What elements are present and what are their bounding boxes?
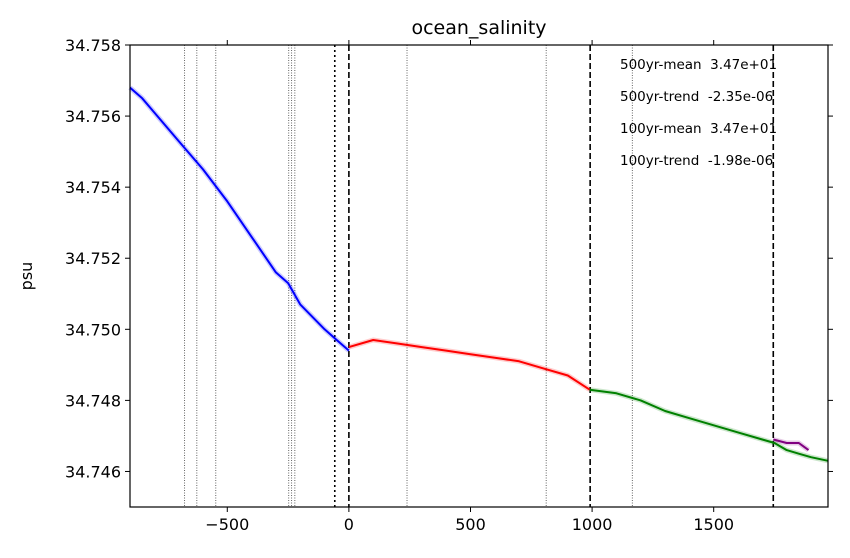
chart-title: ocean_salinity xyxy=(411,17,546,39)
y-tick-label: 34.752 xyxy=(65,249,121,268)
y-axis: 34.746 34.748 34.750 34.752 34.754 34.756 34.7… xyxy=(65,36,833,481)
series-band-red xyxy=(348,337,592,392)
annotation-text: 100yr-mean 3.47e+01 xyxy=(620,121,777,137)
y-tick-label: 34.748 xyxy=(65,391,121,410)
x-tick-label: 1000 xyxy=(572,515,613,534)
series-line-purple xyxy=(773,438,810,451)
x-tick-label: 1500 xyxy=(693,515,734,534)
annotation-text: 100yr-trend -1.98e-06 xyxy=(620,153,773,169)
plot-frame xyxy=(129,44,829,508)
y-tick-label: 34.746 xyxy=(65,462,121,481)
annotations: 500yr-mean 3.47e+01 500yr-trend -2.35e-06… xyxy=(620,57,777,169)
series-line-green xyxy=(589,388,829,462)
x-axis: −500 0 500 1000 1500 xyxy=(205,40,734,534)
x-tick-label: 0 xyxy=(344,515,354,534)
annotation-text: 500yr-mean 3.47e+01 xyxy=(620,57,777,73)
series-band-green xyxy=(589,387,829,464)
y-tick-label: 34.756 xyxy=(65,107,121,126)
series-lines xyxy=(128,85,829,464)
vertical-markers xyxy=(184,45,775,507)
y-tick-label: 34.758 xyxy=(65,36,121,55)
annotation-text: 500yr-trend -2.35e-06 xyxy=(620,89,773,105)
series-line-blue xyxy=(129,86,350,352)
y-tick-label: 34.750 xyxy=(65,320,121,339)
y-axis-label: psu xyxy=(17,262,36,291)
y-tick-label: 34.754 xyxy=(65,178,121,197)
series-line-red xyxy=(348,339,591,391)
x-tick-label: −500 xyxy=(205,515,249,534)
x-tick-label: 500 xyxy=(455,515,486,534)
